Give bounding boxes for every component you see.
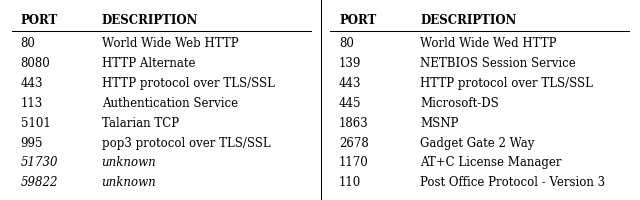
- Text: PORT: PORT: [20, 14, 58, 26]
- Text: HTTP protocol over TLS/SSL: HTTP protocol over TLS/SSL: [420, 77, 593, 90]
- Text: 1863: 1863: [339, 116, 369, 129]
- Text: Post Office Protocol - Version 3: Post Office Protocol - Version 3: [420, 175, 605, 188]
- Text: Gadget Gate 2 Way: Gadget Gate 2 Way: [420, 136, 534, 149]
- Text: unknown: unknown: [102, 156, 156, 169]
- Text: 80: 80: [339, 37, 354, 50]
- Text: 139: 139: [339, 57, 362, 70]
- Text: Microsoft-DS: Microsoft-DS: [420, 96, 499, 109]
- Text: 1170: 1170: [339, 156, 369, 169]
- Text: 51730: 51730: [20, 156, 58, 169]
- Text: 80: 80: [20, 37, 35, 50]
- Text: HTTP protocol over TLS/SSL: HTTP protocol over TLS/SSL: [102, 77, 275, 90]
- Text: DESCRIPTION: DESCRIPTION: [420, 14, 516, 26]
- Text: DESCRIPTION: DESCRIPTION: [102, 14, 198, 26]
- Text: 443: 443: [20, 77, 43, 90]
- Text: 59822: 59822: [20, 175, 58, 188]
- Text: Authentication Service: Authentication Service: [102, 96, 238, 109]
- Text: unknown: unknown: [102, 175, 156, 188]
- Text: 5101: 5101: [20, 116, 51, 129]
- Text: MSNP: MSNP: [420, 116, 458, 129]
- Text: AT+C License Manager: AT+C License Manager: [420, 156, 562, 169]
- Text: HTTP Alternate: HTTP Alternate: [102, 57, 195, 70]
- Text: 113: 113: [20, 96, 43, 109]
- Text: pop3 protocol over TLS/SSL: pop3 protocol over TLS/SSL: [102, 136, 270, 149]
- Text: PORT: PORT: [339, 14, 376, 26]
- Text: NETBIOS Session Service: NETBIOS Session Service: [420, 57, 576, 70]
- Text: 2678: 2678: [339, 136, 369, 149]
- Text: 110: 110: [339, 175, 361, 188]
- Text: Talarian TCP: Talarian TCP: [102, 116, 179, 129]
- Text: 8080: 8080: [20, 57, 51, 70]
- Text: 443: 443: [339, 77, 362, 90]
- Text: World Wide Web HTTP: World Wide Web HTTP: [102, 37, 238, 50]
- Text: World Wide Wed HTTP: World Wide Wed HTTP: [420, 37, 557, 50]
- Text: 445: 445: [339, 96, 362, 109]
- Text: 995: 995: [20, 136, 43, 149]
